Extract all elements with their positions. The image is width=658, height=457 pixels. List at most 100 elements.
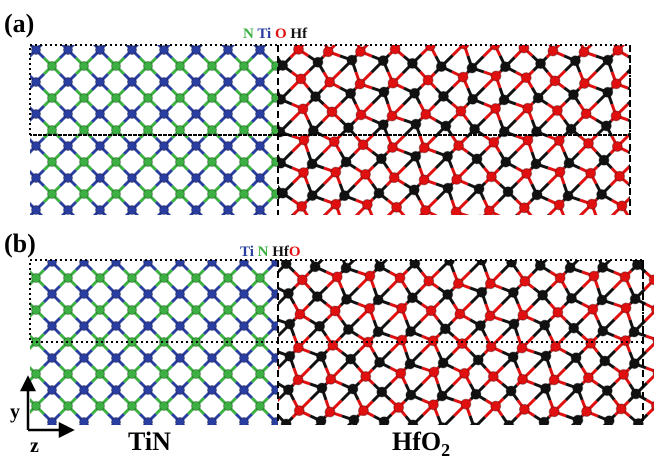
atom <box>16 94 25 103</box>
atom <box>616 404 626 414</box>
atom <box>208 94 217 103</box>
bond <box>458 252 470 256</box>
atom <box>296 74 306 84</box>
atom <box>586 338 596 348</box>
atom <box>311 92 321 102</box>
atom <box>272 322 281 331</box>
bond <box>447 217 452 222</box>
atom <box>128 402 137 411</box>
atom <box>16 126 25 135</box>
atom <box>563 191 573 201</box>
bond <box>266 210 275 217</box>
bond <box>244 218 252 226</box>
bond <box>600 217 611 228</box>
atom <box>224 434 233 443</box>
bond <box>492 250 502 256</box>
atom <box>589 239 599 249</box>
legend-item: O <box>275 26 287 42</box>
atom <box>539 417 549 427</box>
atom <box>441 121 451 131</box>
atom <box>583 138 593 148</box>
atom <box>176 94 185 103</box>
bond <box>20 194 28 202</box>
bond <box>132 246 140 254</box>
atom <box>568 90 578 100</box>
atom <box>80 62 89 71</box>
atom <box>128 142 137 151</box>
atom <box>393 243 403 253</box>
atom <box>144 190 153 199</box>
atom <box>64 110 73 119</box>
atom <box>32 142 41 151</box>
atom <box>160 78 169 87</box>
atom <box>453 279 463 289</box>
bond <box>389 248 398 257</box>
atom <box>160 242 169 251</box>
bond <box>497 431 503 437</box>
bond <box>272 71 278 76</box>
atom <box>343 123 353 133</box>
atom <box>347 23 357 33</box>
bond <box>270 46 276 56</box>
atom <box>96 174 105 183</box>
atom <box>358 406 368 416</box>
atom <box>629 327 639 337</box>
bond <box>436 216 447 221</box>
atom <box>224 242 233 251</box>
atom <box>256 370 265 379</box>
atom <box>614 438 624 448</box>
atom <box>48 94 57 103</box>
atom <box>256 434 265 443</box>
atom <box>355 79 365 89</box>
atom <box>192 434 201 443</box>
atom <box>80 290 89 299</box>
material-label: TiN <box>128 427 171 456</box>
atom <box>364 240 374 250</box>
atom <box>365 303 375 313</box>
atom <box>520 276 530 286</box>
bond <box>252 430 260 438</box>
atom <box>16 322 25 331</box>
atom <box>176 290 185 299</box>
atom <box>128 274 137 283</box>
atom <box>297 275 307 285</box>
bond <box>594 244 599 256</box>
atom <box>411 119 421 129</box>
atom <box>224 370 233 379</box>
bond <box>60 246 68 254</box>
atom <box>597 295 607 305</box>
atom <box>599 155 609 165</box>
atom <box>612 142 622 152</box>
atom <box>176 354 185 363</box>
subscript: 2 <box>441 440 450 457</box>
atom <box>298 104 308 114</box>
atom <box>224 110 233 119</box>
bond <box>271 137 276 142</box>
bond <box>586 432 598 444</box>
atom <box>176 30 185 39</box>
bond <box>654 433 658 440</box>
atom <box>389 173 399 183</box>
atom <box>208 190 217 199</box>
atom <box>160 402 169 411</box>
bond <box>284 138 292 146</box>
bond <box>20 318 28 326</box>
atom <box>96 110 105 119</box>
bond <box>20 286 28 294</box>
bond <box>100 430 108 438</box>
atom <box>474 184 484 194</box>
atom <box>96 78 105 87</box>
bond <box>84 218 92 226</box>
formula: HfO <box>392 427 441 456</box>
atom <box>48 222 57 231</box>
atom <box>475 321 485 331</box>
atom <box>144 126 153 135</box>
atom <box>647 245 657 255</box>
bond <box>284 406 292 414</box>
bond <box>20 326 28 334</box>
bond <box>20 294 28 302</box>
atom <box>96 46 105 55</box>
atom <box>501 157 511 167</box>
atom <box>548 46 558 56</box>
bond <box>564 28 576 39</box>
